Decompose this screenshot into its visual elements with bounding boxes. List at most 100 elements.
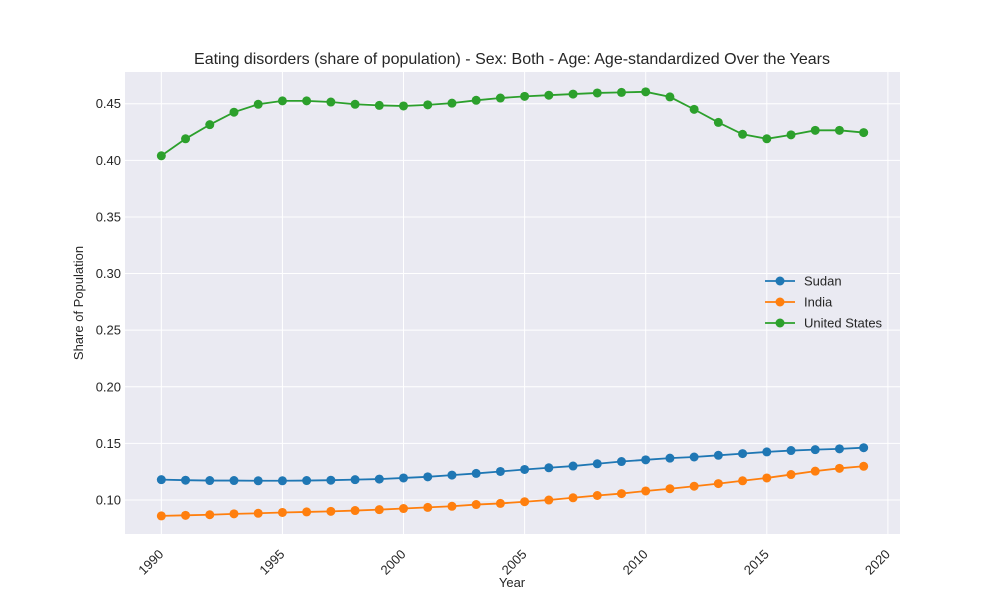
y-tick-label: 0.25 <box>96 323 121 338</box>
data-point <box>738 476 748 486</box>
data-point <box>326 475 336 485</box>
data-point <box>665 453 675 463</box>
data-point <box>229 476 239 486</box>
data-point <box>568 461 578 471</box>
x-tick-label: 2020 <box>862 547 893 578</box>
data-point <box>834 125 844 135</box>
data-point <box>302 476 312 486</box>
legend-marker <box>775 276 785 286</box>
data-point <box>810 445 820 455</box>
data-point <box>616 457 626 467</box>
data-point <box>471 500 481 510</box>
data-point <box>399 101 409 111</box>
data-point <box>859 443 869 453</box>
data-point <box>859 128 869 138</box>
data-point <box>665 484 675 494</box>
data-point <box>181 510 191 520</box>
data-point <box>568 493 578 503</box>
data-point <box>471 468 481 478</box>
data-point <box>229 107 239 117</box>
data-point <box>156 475 166 485</box>
y-tick-label: 0.45 <box>96 96 121 111</box>
data-point <box>859 461 869 471</box>
data-point <box>253 508 263 518</box>
data-point <box>374 505 384 515</box>
data-point <box>689 452 699 462</box>
data-point <box>834 444 844 454</box>
data-point <box>156 151 166 161</box>
data-point <box>181 475 191 485</box>
data-point <box>374 474 384 484</box>
data-point <box>520 464 530 474</box>
data-point <box>495 93 505 103</box>
plot-area <box>125 72 900 534</box>
data-point <box>471 95 481 105</box>
data-point <box>423 100 433 110</box>
y-tick-label: 0.15 <box>96 436 121 451</box>
data-point <box>762 447 772 457</box>
data-point <box>495 466 505 476</box>
data-point <box>786 446 796 456</box>
data-point <box>447 470 457 480</box>
data-point <box>447 501 457 511</box>
data-point <box>520 91 530 101</box>
data-point <box>544 463 554 473</box>
data-point <box>326 506 336 516</box>
data-point <box>713 450 723 460</box>
x-axis-label: Year <box>499 575 526 590</box>
data-point <box>786 130 796 140</box>
data-point <box>786 470 796 480</box>
y-axis-ticks: 0.10 0.15 0.20 0.25 0.30 0.35 0.40 0.45 <box>96 96 121 507</box>
legend-marker <box>775 318 785 328</box>
data-point <box>277 476 287 486</box>
data-point <box>399 473 409 483</box>
data-point <box>399 504 409 514</box>
x-tick-label: 2000 <box>378 547 409 578</box>
data-point <box>568 89 578 99</box>
data-point <box>205 476 215 486</box>
legend-label: Sudan <box>804 274 842 289</box>
data-point <box>205 120 215 130</box>
data-point <box>689 104 699 114</box>
data-point <box>592 88 602 98</box>
x-tick-label: 2010 <box>620 547 651 578</box>
data-point <box>302 507 312 517</box>
data-point <box>423 502 433 512</box>
chart-title: Eating disorders (share of population) -… <box>194 51 830 68</box>
data-point <box>738 129 748 139</box>
data-point <box>834 463 844 473</box>
data-point <box>253 99 263 109</box>
data-point <box>205 510 215 520</box>
data-point <box>641 87 651 97</box>
legend-label: United States <box>804 316 883 331</box>
data-point <box>350 506 360 516</box>
data-point <box>229 509 239 519</box>
data-point <box>810 466 820 476</box>
data-point <box>544 495 554 505</box>
legend-label: India <box>804 295 833 310</box>
x-tick-label: 1995 <box>256 547 287 578</box>
data-point <box>641 455 651 465</box>
x-axis-ticks: 1990 1995 2000 2005 2010 2015 2020 <box>135 547 893 578</box>
data-point <box>713 117 723 127</box>
data-point <box>277 96 287 106</box>
data-point <box>253 476 263 486</box>
data-point <box>350 475 360 485</box>
data-point <box>689 481 699 491</box>
data-point <box>592 491 602 500</box>
y-tick-label: 0.10 <box>96 493 121 508</box>
data-point <box>592 459 602 469</box>
x-tick-label: 2015 <box>741 547 772 578</box>
series-points <box>156 87 869 521</box>
data-point <box>374 100 384 110</box>
data-point <box>713 479 723 489</box>
data-point <box>762 473 772 483</box>
data-point <box>665 92 675 102</box>
data-point <box>641 486 651 496</box>
y-tick-label: 0.35 <box>96 209 121 224</box>
x-tick-label: 1990 <box>135 547 166 578</box>
data-point <box>447 98 457 108</box>
data-point <box>810 125 820 135</box>
data-point <box>616 489 626 499</box>
data-point <box>616 87 626 97</box>
